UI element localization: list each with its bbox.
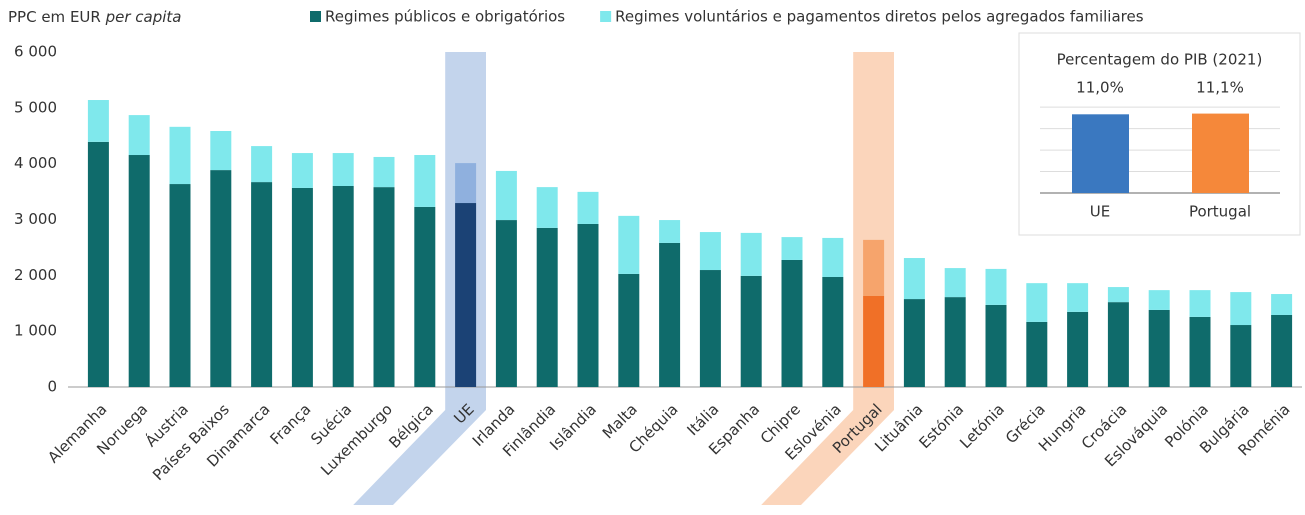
bar-segment [414, 155, 436, 207]
bar-segment [455, 203, 477, 387]
bar-segment [87, 100, 109, 142]
bar-segment [87, 141, 109, 387]
y-tick-label: 5 000 [14, 98, 57, 116]
bar-segment [822, 277, 844, 387]
x-tick-label: Estónia [915, 400, 967, 452]
bar-segment [1230, 325, 1252, 387]
bar-segment [944, 268, 966, 298]
bar-segment [1107, 287, 1129, 303]
bar-segment [169, 126, 191, 185]
bar-segment [577, 223, 599, 387]
highlight-band [353, 52, 486, 505]
inset-category-label: UE [1090, 203, 1110, 221]
bar-segment [863, 295, 885, 387]
bar-segment [903, 258, 925, 300]
inset-value-label: 11,0% [1076, 79, 1124, 97]
bar-segment [1067, 311, 1089, 387]
bar-segment [944, 297, 966, 387]
bar-segment [169, 184, 191, 387]
bar-segment [414, 206, 436, 387]
bar-segment [740, 275, 762, 387]
bar-segment [1230, 292, 1252, 326]
bar-segment [659, 242, 681, 387]
inset-category-label: Portugal [1189, 203, 1251, 221]
y-tick-label: 6 000 [14, 43, 57, 61]
bar-segment [699, 270, 721, 387]
bar-segment [495, 170, 517, 221]
highlight-band [761, 52, 894, 505]
legend-label: Regimes voluntários e pagamentos diretos… [615, 8, 1144, 26]
bar-segment [781, 259, 803, 387]
bar-segment [251, 182, 273, 387]
bar-segment [1271, 294, 1293, 315]
bar-segment [903, 299, 925, 387]
bar-segment [618, 215, 640, 274]
x-tick-label: Letónia [956, 400, 1008, 452]
inset-value-label: 11,1% [1196, 79, 1244, 97]
bar-segment [210, 131, 232, 171]
bar-segment [1067, 283, 1089, 312]
x-tick-label: Luxemburgo [317, 400, 396, 479]
bar-segment [1271, 314, 1293, 387]
bar-segment [1026, 321, 1048, 387]
y-tick-label: 3 000 [14, 210, 57, 228]
bar-segment [985, 268, 1007, 305]
bar-segment [1026, 283, 1048, 322]
bar-segment [332, 153, 354, 186]
bar-segment [455, 163, 477, 204]
bar-segment [781, 237, 803, 260]
legend-swatch [310, 11, 321, 22]
bar-segment [536, 187, 558, 228]
x-tick-label: Alemanha [44, 400, 110, 466]
y-tick-label: 0 [47, 378, 57, 396]
bar-segment [577, 191, 599, 224]
y-tick-label: 1 000 [14, 322, 57, 340]
bar-segment [699, 232, 721, 271]
bar-segment [1189, 316, 1211, 387]
inset-bar [1072, 114, 1129, 193]
bar-segment [373, 156, 395, 188]
bar-segment [985, 304, 1007, 387]
y-tick-label: 2 000 [14, 266, 57, 284]
bar-segment [1107, 302, 1129, 387]
bar-segment [1148, 290, 1170, 310]
x-tick-label: França [266, 400, 314, 448]
bar-segment [291, 187, 313, 387]
legend-label: Regimes públicos e obrigatórios [325, 8, 565, 26]
bar-segment [1148, 309, 1170, 387]
bar-segment [822, 237, 844, 278]
bar-segment [1189, 290, 1211, 317]
bar-segment [332, 186, 354, 387]
inset-frame [1018, 32, 1301, 236]
bar-segment [373, 187, 395, 387]
bar-segment [618, 273, 640, 387]
legend-swatch [600, 11, 612, 22]
bar-segment [291, 153, 313, 188]
bar-segment [495, 220, 517, 387]
bar-segment [251, 146, 273, 183]
bar-segment [536, 227, 558, 387]
bar-segment [210, 170, 232, 387]
bar-segment [740, 232, 762, 276]
bar-segment [863, 239, 885, 296]
bar-segment [128, 115, 150, 156]
y-axis-label: PPC em EUR per capita [8, 8, 182, 26]
inset-title: Percentagem do PIB (2021) [1057, 51, 1263, 69]
bar-segment [128, 155, 150, 387]
y-tick-label: 4 000 [14, 154, 57, 172]
inset-bar [1192, 113, 1249, 193]
bar-segment [659, 220, 681, 243]
